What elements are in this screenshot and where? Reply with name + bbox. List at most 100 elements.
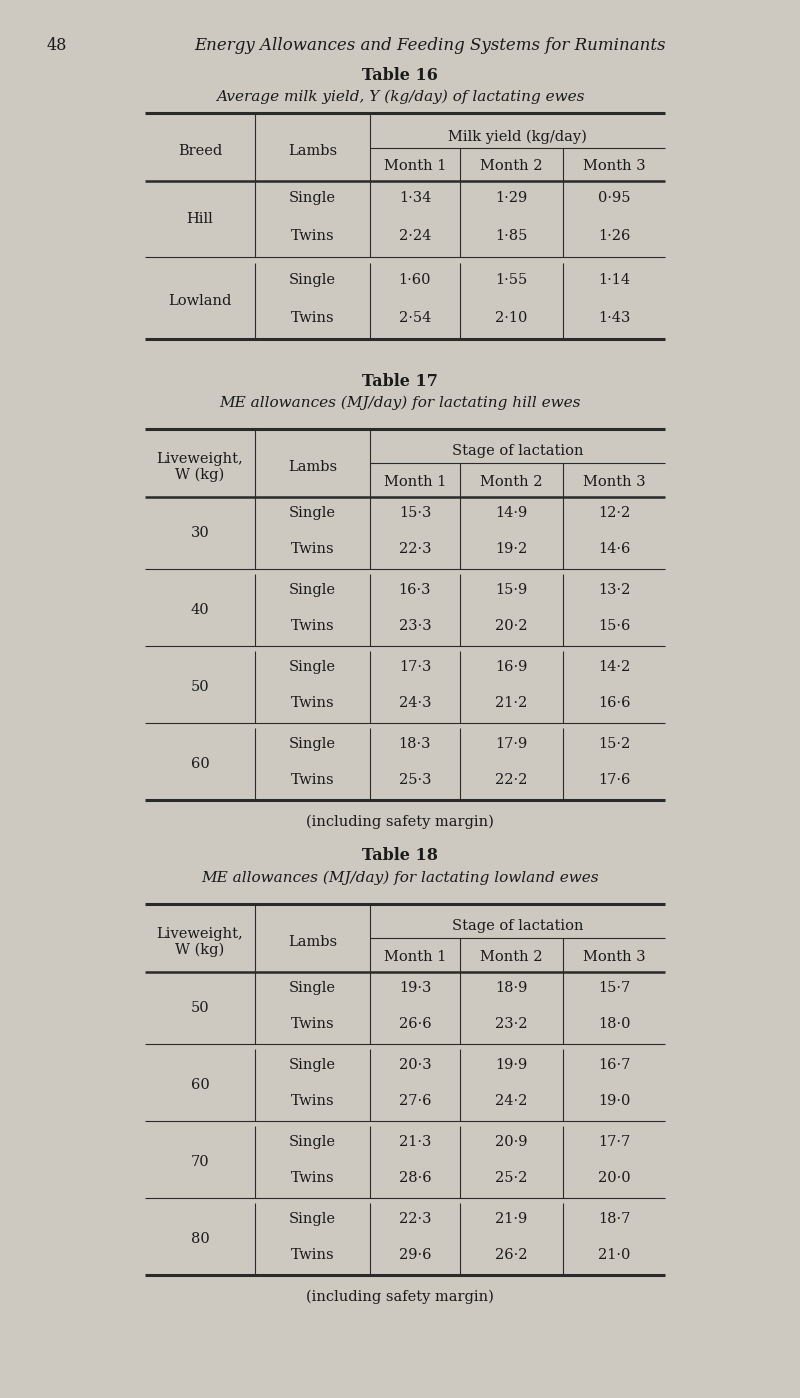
- Text: 27·6: 27·6: [398, 1095, 431, 1109]
- Text: (including safety margin): (including safety margin): [306, 1290, 494, 1304]
- Text: ME allowances (MJ/day) for lactating hill ewes: ME allowances (MJ/day) for lactating hil…: [219, 396, 581, 410]
- Text: Table 16: Table 16: [362, 67, 438, 84]
- Text: Hill: Hill: [186, 212, 214, 226]
- Text: 2·54: 2·54: [399, 312, 431, 326]
- Text: Month 2: Month 2: [480, 951, 542, 965]
- Text: Lambs: Lambs: [288, 460, 337, 474]
- Text: 21·3: 21·3: [399, 1135, 431, 1149]
- Text: Twins: Twins: [290, 312, 334, 326]
- Text: 1·85: 1·85: [495, 229, 528, 243]
- Text: Average milk yield, Y (kg/day) of lactating ewes: Average milk yield, Y (kg/day) of lactat…: [216, 89, 584, 105]
- Text: Twins: Twins: [290, 696, 334, 710]
- Text: Twins: Twins: [290, 1095, 334, 1109]
- Text: Month 3: Month 3: [582, 159, 646, 173]
- Text: 24·3: 24·3: [398, 696, 431, 710]
- Text: Month 2: Month 2: [480, 475, 542, 489]
- Text: Single: Single: [289, 583, 336, 597]
- Text: 30: 30: [190, 526, 210, 540]
- Text: 29·6: 29·6: [398, 1248, 431, 1262]
- Text: 2·10: 2·10: [495, 312, 528, 326]
- Text: 18·9: 18·9: [495, 981, 528, 995]
- Text: 1·55: 1·55: [495, 273, 528, 287]
- Text: Single: Single: [289, 660, 336, 674]
- Text: 15·9: 15·9: [495, 583, 528, 597]
- Text: 20·9: 20·9: [495, 1135, 528, 1149]
- Text: Lowland: Lowland: [168, 294, 232, 308]
- Text: 20·3: 20·3: [398, 1058, 431, 1072]
- Text: Month 3: Month 3: [582, 475, 646, 489]
- Text: 20·2: 20·2: [495, 619, 528, 633]
- Text: 15·6: 15·6: [598, 619, 630, 633]
- Text: 0·95: 0·95: [598, 192, 630, 206]
- Text: Table 17: Table 17: [362, 372, 438, 390]
- Text: Month 1: Month 1: [384, 951, 446, 965]
- Text: Twins: Twins: [290, 229, 334, 243]
- Text: 16·7: 16·7: [598, 1058, 630, 1072]
- Text: 17·7: 17·7: [598, 1135, 630, 1149]
- Text: 1·26: 1·26: [598, 229, 630, 243]
- Text: 13·2: 13·2: [598, 583, 630, 597]
- Text: 28·6: 28·6: [398, 1172, 431, 1186]
- Text: 26·2: 26·2: [495, 1248, 528, 1262]
- Text: Liveweight,: Liveweight,: [157, 452, 243, 466]
- Text: 23·2: 23·2: [495, 1018, 528, 1032]
- Text: 24·2: 24·2: [495, 1095, 528, 1109]
- Text: 15·2: 15·2: [598, 737, 630, 751]
- Text: Table 18: Table 18: [362, 847, 438, 864]
- Text: 21·9: 21·9: [495, 1212, 528, 1226]
- Text: 16·9: 16·9: [495, 660, 528, 674]
- Text: 18·7: 18·7: [598, 1212, 630, 1226]
- Text: Month 3: Month 3: [582, 951, 646, 965]
- Text: 22·3: 22·3: [398, 542, 431, 556]
- Text: Single: Single: [289, 192, 336, 206]
- Text: (including safety margin): (including safety margin): [306, 815, 494, 829]
- Text: Single: Single: [289, 737, 336, 751]
- Text: 18·3: 18·3: [398, 737, 431, 751]
- Text: Stage of lactation: Stage of lactation: [452, 445, 583, 459]
- Text: Milk yield (kg/day): Milk yield (kg/day): [448, 130, 587, 144]
- Text: Stage of lactation: Stage of lactation: [452, 918, 583, 932]
- Text: Month 2: Month 2: [480, 159, 542, 173]
- Text: Lambs: Lambs: [288, 935, 337, 949]
- Text: 60: 60: [190, 756, 210, 772]
- Text: 80: 80: [190, 1232, 210, 1246]
- Text: W (kg): W (kg): [175, 468, 225, 482]
- Text: 23·3: 23·3: [398, 619, 431, 633]
- Text: 20·0: 20·0: [598, 1172, 630, 1186]
- Text: 22·2: 22·2: [495, 773, 528, 787]
- Text: 1·34: 1·34: [399, 192, 431, 206]
- Text: 18·0: 18·0: [598, 1018, 630, 1032]
- Text: 25·3: 25·3: [398, 773, 431, 787]
- Text: Breed: Breed: [178, 144, 222, 158]
- Text: 60: 60: [190, 1078, 210, 1092]
- Text: 1·29: 1·29: [495, 192, 528, 206]
- Text: Single: Single: [289, 1135, 336, 1149]
- Text: 1·43: 1·43: [598, 312, 630, 326]
- Text: 14·9: 14·9: [495, 506, 528, 520]
- Text: 12·2: 12·2: [598, 506, 630, 520]
- Text: 19·0: 19·0: [598, 1095, 630, 1109]
- Text: 16·6: 16·6: [598, 696, 630, 710]
- Text: 70: 70: [190, 1155, 210, 1169]
- Text: 48: 48: [47, 36, 67, 53]
- Text: 19·2: 19·2: [495, 542, 528, 556]
- Text: Twins: Twins: [290, 542, 334, 556]
- Text: 50: 50: [190, 679, 210, 693]
- Text: 16·3: 16·3: [398, 583, 431, 597]
- Text: 21·2: 21·2: [495, 696, 528, 710]
- Text: 15·7: 15·7: [598, 981, 630, 995]
- Text: Single: Single: [289, 1058, 336, 1072]
- Text: 40: 40: [190, 603, 210, 617]
- Text: 50: 50: [190, 1001, 210, 1015]
- Text: 19·3: 19·3: [399, 981, 431, 995]
- Text: 2·24: 2·24: [399, 229, 431, 243]
- Text: Twins: Twins: [290, 773, 334, 787]
- Text: 21·0: 21·0: [598, 1248, 630, 1262]
- Text: 1·60: 1·60: [398, 273, 431, 287]
- Text: Twins: Twins: [290, 619, 334, 633]
- Text: Twins: Twins: [290, 1172, 334, 1186]
- Text: 1·14: 1·14: [598, 273, 630, 287]
- Text: 17·6: 17·6: [598, 773, 630, 787]
- Text: Single: Single: [289, 506, 336, 520]
- Text: Liveweight,: Liveweight,: [157, 927, 243, 941]
